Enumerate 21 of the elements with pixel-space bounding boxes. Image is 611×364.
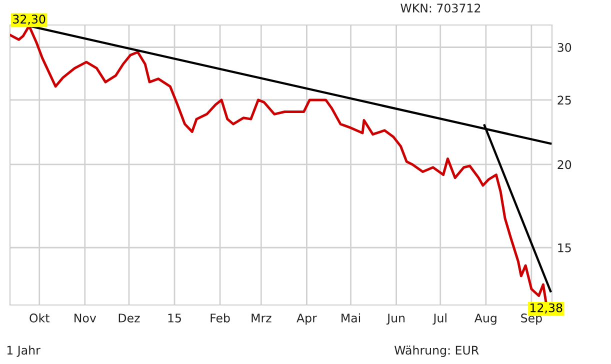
x-tick-label: Mrz [252, 314, 272, 322]
y-tick-label: 25 [558, 96, 571, 105]
text: Währung: EUR [394, 346, 479, 357]
text: WKN: 703712 [400, 4, 480, 13]
text: 1 Jahr [7, 346, 40, 357]
x-tick-label: Jun [386, 314, 405, 325]
x-tick-label: Okt [30, 313, 50, 322]
y-tick-label: 30 [558, 42, 572, 52]
x-tick-label: Aug [474, 314, 496, 325]
x-tick-label: Sep [521, 314, 542, 325]
x-tick-label: Apr [296, 314, 317, 325]
x-tick-label: Nov [74, 314, 96, 322]
x-tick-label: Feb [210, 313, 230, 322]
x-tick-label: 15 [168, 314, 181, 322]
annotation: 12,38 [530, 303, 562, 314]
y-tick-label: 15 [558, 244, 571, 252]
y-tick-label: 20 [558, 160, 572, 170]
x-tick-label: Mai [342, 313, 360, 322]
x-tick-label: Dez [118, 314, 140, 322]
annotation: 32,30 [13, 14, 46, 25]
x-tick-label: Jul [432, 313, 446, 325]
